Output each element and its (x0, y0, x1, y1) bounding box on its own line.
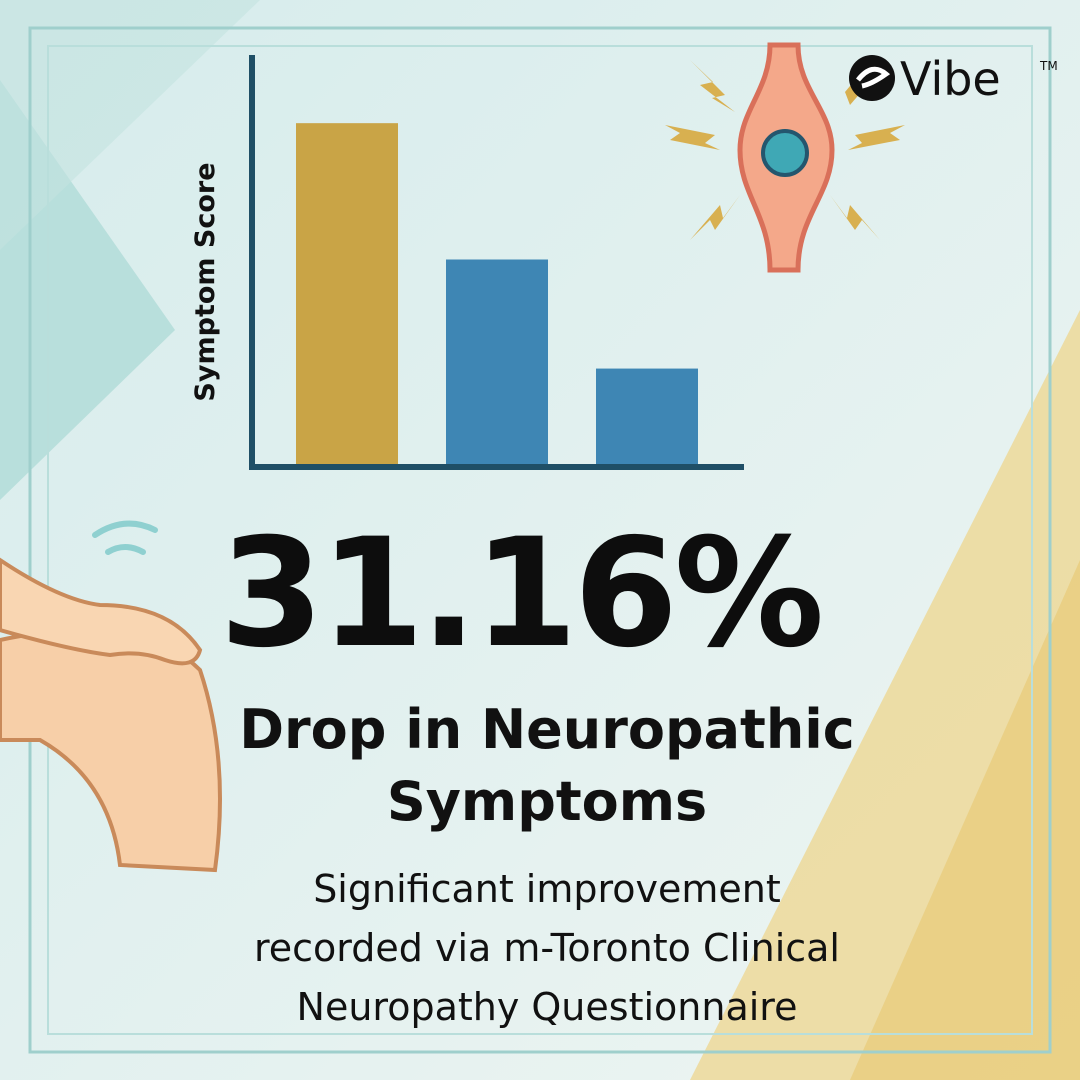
y-axis-label: Symptom Score (190, 162, 221, 401)
frame (47, 45, 1033, 1035)
brand-name: Vibe (900, 52, 1001, 106)
decor-triangle (850, 560, 1080, 1080)
heading-line: Drop in Neuropathic (239, 698, 855, 761)
bar (296, 123, 398, 465)
bar (596, 368, 698, 464)
bar (446, 259, 548, 464)
decor-triangle (0, 0, 260, 250)
hand-illustration (0, 520, 222, 873)
description-line: recorded via m-Toronto Clinical (254, 926, 840, 970)
nerve-icon (665, 42, 905, 273)
heading-line: Symptoms (387, 770, 707, 833)
brand-mark: TM (1039, 59, 1058, 73)
description-line: Significant improvement (313, 867, 781, 911)
frame (28, 26, 1052, 1054)
headline: 31.16% (220, 507, 821, 681)
logo: Vibe TM (849, 52, 1058, 106)
description-line: Neuropathy Questionnaire (297, 985, 798, 1029)
